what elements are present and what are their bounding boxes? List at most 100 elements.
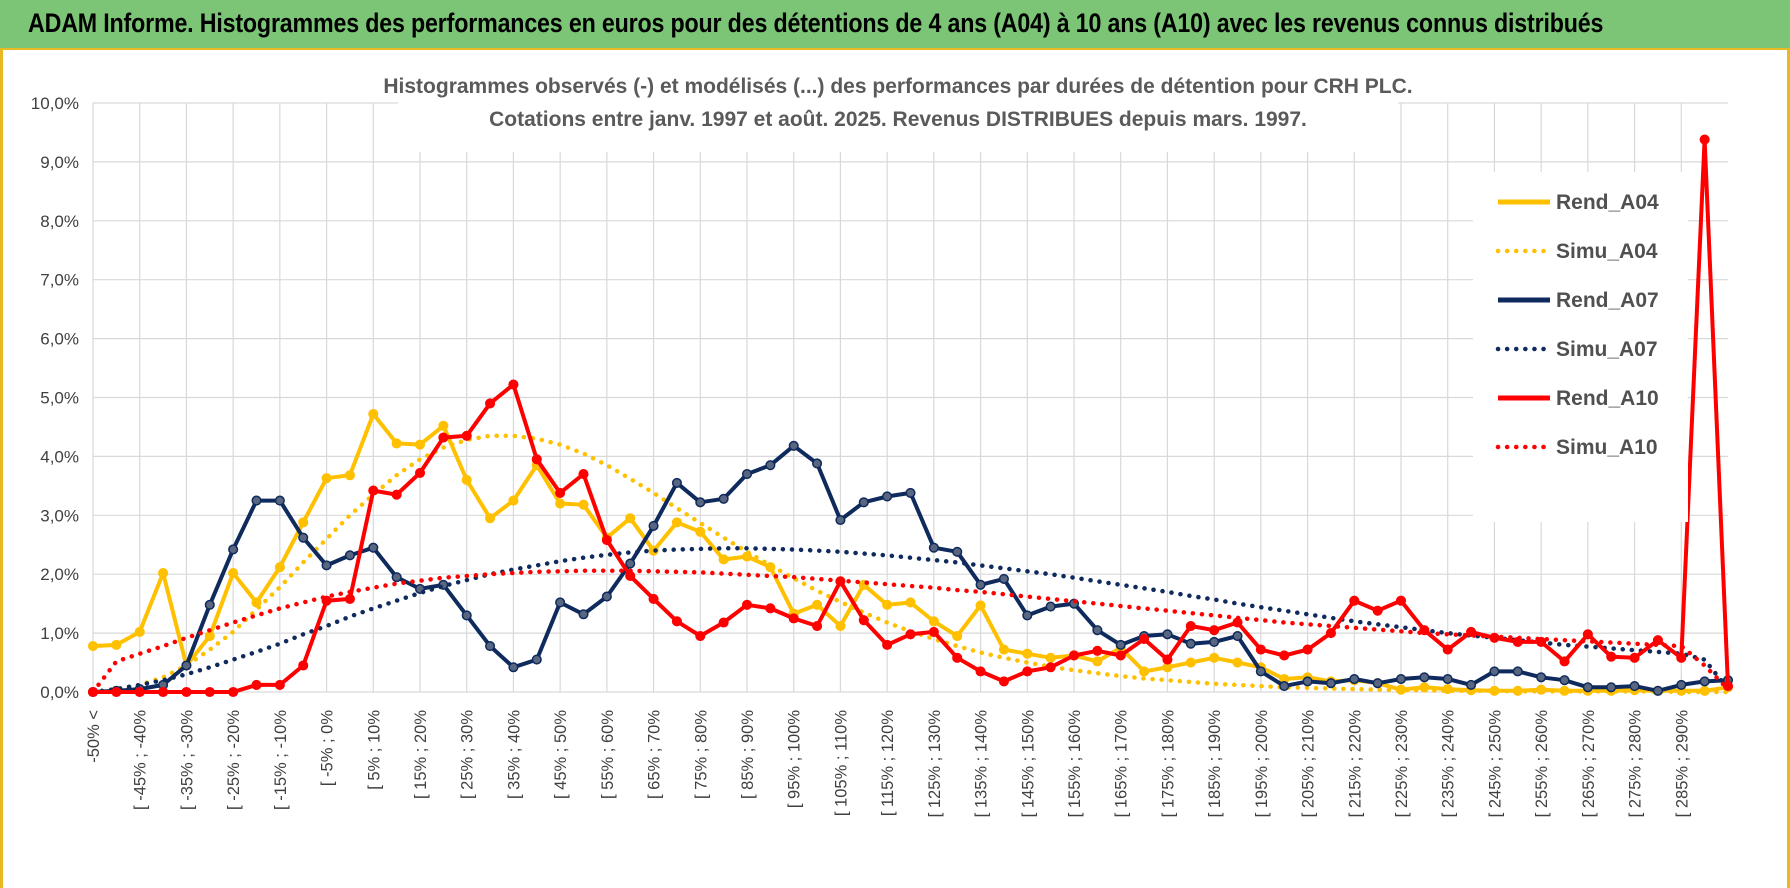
x-tick-label: [ 55% ; 60% [599, 710, 617, 799]
series-rend-a07-point [555, 597, 566, 608]
series-rend-a07-point [998, 573, 1009, 584]
series-rend-a07-point [251, 495, 262, 506]
header-title: ADAM Informe. Histogrammes des performan… [28, 8, 1604, 38]
series-rend-a07-point [228, 544, 239, 555]
x-tick-label: [ 65% ; 70% [646, 710, 664, 799]
series-rend-a10-point [765, 603, 776, 614]
x-tick-label: [ 255% ; 260% [1533, 710, 1551, 818]
series-rend-a07-point [1372, 678, 1383, 689]
x-tick-label: [ 85% ; 90% [739, 710, 757, 799]
y-tick-label: 6,0% [40, 330, 79, 349]
grid: 0,0% 1,0% 2,0% 3,0% 4,0% 5,0% 6,0% 7,0% 8,0% 9,0%… [31, 94, 1728, 817]
series-rend-a10-point [998, 676, 1009, 687]
series-rend-a07-point [508, 662, 519, 673]
series-rend-a07-point [1699, 676, 1710, 687]
series-rend-a07-point [1466, 679, 1477, 690]
series-rend-a04-point [975, 600, 986, 611]
series-rend-a07-point [741, 469, 753, 480]
series-rend-a10-point [368, 485, 379, 496]
series-rend-a07-point [835, 514, 846, 526]
series-rend-a07-point [601, 591, 612, 602]
series-rend-a07-point [812, 458, 823, 469]
series-simu-a10-line [90, 568, 1731, 695]
series-rend-a10-point [928, 626, 939, 637]
y-tick-label: 3,0% [40, 506, 79, 525]
series-rend-a07-point [952, 546, 963, 557]
series-rend-a04-point [368, 408, 379, 420]
x-tick-label: [ -15% ; -10% [272, 710, 290, 810]
series-rend-a07-point [905, 487, 916, 498]
y-tick-label: 2,0% [40, 565, 79, 584]
series-rend-a07-point [1232, 630, 1243, 642]
x-tick-label: [ 45% ; 50% [552, 710, 570, 799]
x-tick-label: [ 265% ; 270% [1580, 710, 1598, 818]
y-tick-label: 9,0% [40, 153, 79, 172]
series-rend-a10-point [555, 487, 566, 498]
series-rend-a07-point [1676, 679, 1687, 690]
series-rend-a07-point [1092, 625, 1103, 636]
x-tick-label: [ 195% ; 200% [1253, 710, 1271, 818]
x-tick-label: [ 115% ; 120% [879, 710, 897, 816]
x-tick-label: [ 185% ; 190% [1206, 710, 1224, 818]
series-rend-a10-point [274, 679, 285, 690]
series-rend-a04-point [555, 498, 566, 509]
series-rend-a07-point [1442, 673, 1453, 685]
series-rend-a07-point [1115, 639, 1126, 650]
y-tick-label: 0,0% [40, 683, 79, 702]
series-rend-a10-point [1162, 654, 1173, 665]
series-rend-a07-point [695, 497, 706, 508]
series-rend-a04-point [204, 630, 215, 642]
series-rend-a07-point [344, 550, 355, 561]
x-tick-label: [ -25% ; -20% [225, 710, 243, 810]
series-rend-a10-point [1582, 629, 1593, 640]
chart-title-block: Histogrammes observés (-) et modélisés (… [383, 64, 1413, 152]
y-tick-label: 1,0% [40, 624, 79, 643]
series-rend-a10-point [858, 615, 869, 626]
legend-simu-a04-label: Simu_A04 [1556, 240, 1658, 263]
series-rend-a10-point [1022, 666, 1033, 677]
series-rend-a10-point [788, 613, 799, 624]
series-rend-a07-point [1536, 672, 1547, 683]
series-rend-a07-point [1325, 678, 1336, 689]
y-tick-label: 4,0% [40, 447, 79, 466]
series-rend-a10-point [1442, 644, 1453, 655]
series-rend-a10-point [204, 686, 215, 698]
x-tick-label: [ 35% ; 40% [505, 710, 523, 799]
series-rend-a07-point [858, 497, 869, 508]
series-rend-a04-point [274, 562, 285, 573]
series-rend-a07-point [391, 572, 402, 583]
series-rend-a07-point [1652, 685, 1663, 696]
x-tick-label: [ 155% ; 160% [1066, 710, 1084, 818]
series-rend-a04-point [111, 639, 122, 650]
legend-simu-a10-label: Simu_A10 [1556, 436, 1658, 459]
series-rend-a04-point [1139, 666, 1150, 677]
series-rend-a10-point [812, 620, 823, 632]
series-rend-a04-point [1232, 657, 1243, 668]
series-rend-a10-point [1372, 605, 1383, 616]
series-rend-a10-point [1349, 595, 1360, 606]
series-rend-a07-point [298, 532, 309, 543]
series-rend-a10-point [1629, 652, 1640, 663]
series-rend-a10-point [975, 666, 986, 677]
series-rend-a10-point [1068, 650, 1080, 661]
x-tick-label: [ 5% ; 10% [365, 710, 383, 790]
series-rend-a10-point [695, 630, 706, 642]
series-rend-a04-point [251, 597, 262, 608]
chart-subtitle: Cotations entre janv. 1997 et août. 2025… [489, 108, 1307, 131]
series-rend-a07-point [1162, 629, 1173, 640]
series-rend-a10-point [882, 639, 893, 650]
series-rend-a10-point [1419, 625, 1430, 636]
series-rend-a04-point [952, 630, 963, 642]
series-rend-a10-point [1699, 134, 1710, 145]
series-rend-a10-point [625, 570, 636, 582]
series-rend-a07-point [1302, 676, 1313, 687]
series-rend-a04-point [1185, 657, 1196, 668]
series-rend-a10-point [251, 679, 262, 690]
x-tick-label: [ -35% ; -30% [178, 710, 196, 810]
legend-simu-a07-label: Simu_A07 [1556, 338, 1658, 361]
series-rend-a04-point [298, 517, 309, 528]
series-rend-a07-point [788, 440, 799, 451]
series-rend-a10-point [601, 534, 612, 546]
series-rend-a04-point [718, 554, 729, 565]
x-tick-label: [ 145% ; 150% [1019, 710, 1037, 818]
